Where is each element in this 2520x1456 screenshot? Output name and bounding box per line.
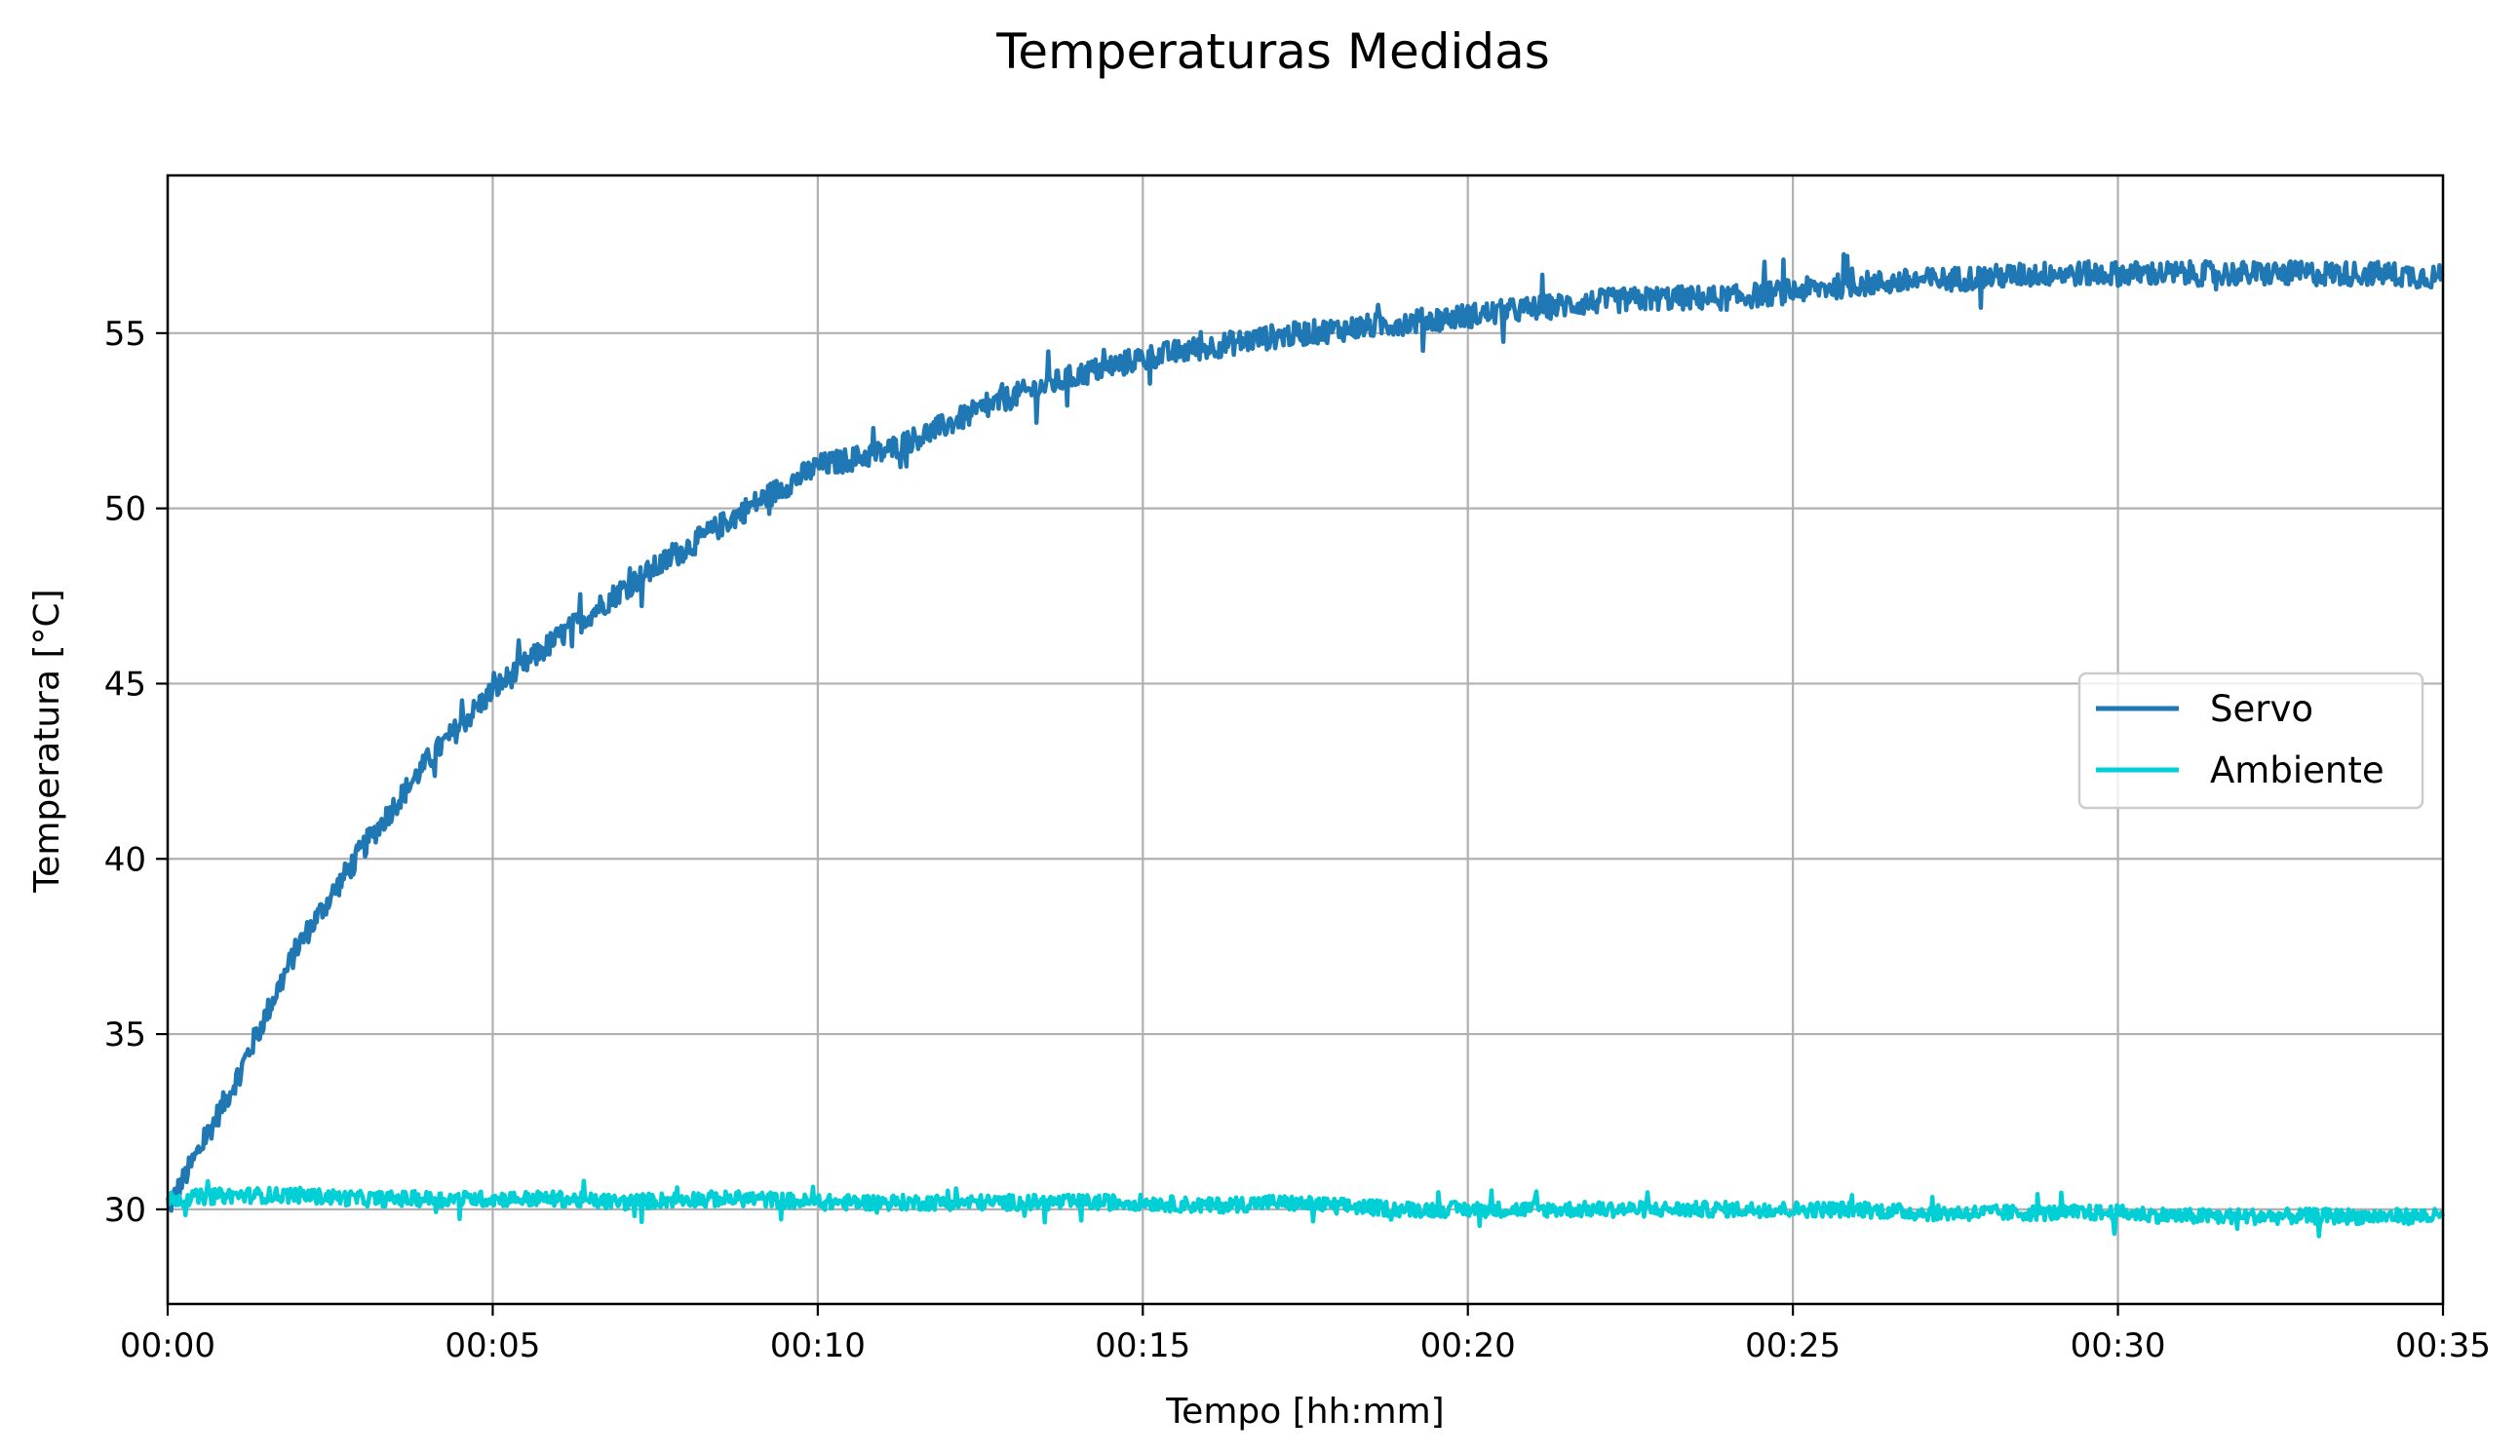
y-axis: 30 35 40 45 50 55 [104,315,168,1230]
y-tick-label: 30 [104,1191,146,1230]
x-axis: 00:00 00:05 00:10 00:15 00:20 00:25 00:30 00:35 [120,1304,2491,1365]
y-tick-label: 35 [104,1015,146,1054]
x-axis-label: Tempo [hh:mm] [1165,1392,1444,1432]
series-layer [165,251,2446,1239]
y-tick-label: 45 [104,665,146,704]
y-tick-label: 55 [104,315,146,354]
plot-frame [166,173,2445,1306]
x-tick-label: 00:20 [1420,1326,1516,1365]
x-tick-label: 00:15 [1095,1326,1190,1365]
series-line-ambiente [165,1178,2446,1239]
legend-label-servo: Servo [2210,688,2313,730]
x-tick-label: 00:05 [445,1326,540,1365]
legend-label-ambiente: Ambiente [2210,749,2384,791]
x-tick-label: 00:35 [2395,1326,2491,1365]
x-tick-label: 00:25 [1745,1326,1841,1365]
x-tick-label: 00:30 [2071,1326,2166,1365]
x-tick-label: 00:00 [120,1326,215,1365]
y-tick-label: 40 [104,840,146,879]
chart-title: Temperaturas Medidas [995,23,1550,80]
series-line-servo [166,251,2445,1213]
y-axis-label: Temperatura [°C] [27,589,67,893]
legend: Servo Ambiente [2077,671,2424,810]
y-tick-label: 50 [104,490,146,529]
x-tick-label: 00:10 [770,1326,866,1365]
